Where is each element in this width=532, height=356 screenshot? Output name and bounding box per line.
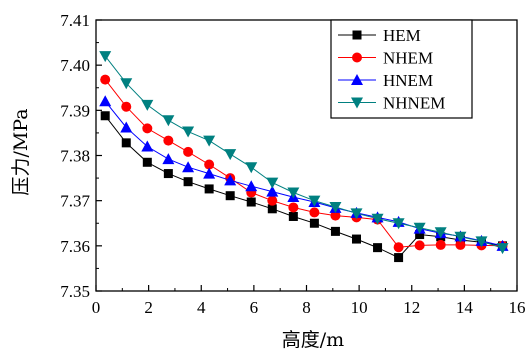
x-tick-label: 10	[351, 298, 368, 317]
data-point-nhnem	[141, 99, 154, 111]
series-layer	[99, 51, 509, 263]
data-point-nhnem	[413, 222, 426, 234]
data-point-hem	[204, 184, 214, 194]
data-point-nhem	[393, 242, 404, 253]
legend-label: HEM	[383, 26, 421, 45]
data-point-nhnem	[308, 195, 321, 207]
data-point-hnem	[162, 153, 175, 165]
series-nhem	[100, 74, 508, 253]
y-tick-label: 7.35	[60, 282, 90, 301]
data-point-hem	[163, 169, 173, 179]
legend-item-nhnem: NHNEM	[338, 94, 445, 113]
data-point-hem	[309, 218, 319, 228]
legend-item-nhem: NHEM	[338, 49, 433, 68]
y-tick-label: 7.39	[60, 101, 90, 120]
legend-swatch-marker	[352, 52, 362, 63]
data-point-nhnem	[496, 243, 509, 255]
x-tick-label: 6	[250, 298, 259, 317]
data-point-hem	[351, 234, 361, 244]
data-point-nhnem	[162, 115, 175, 127]
y-tick-label: 7.36	[60, 237, 90, 256]
legend-label: NHEM	[383, 49, 433, 68]
data-point-hem	[267, 204, 277, 214]
data-point-nhnem	[392, 218, 405, 230]
x-tick-label: 12	[403, 298, 420, 317]
x-tick-label: 2	[144, 298, 153, 317]
data-point-nhnem	[454, 231, 467, 243]
data-point-nhem	[414, 240, 425, 251]
x-tick-label: 16	[509, 298, 526, 317]
legend: HEM NHEM HNEM NHNEM	[330, 19, 473, 119]
data-point-nhem	[330, 210, 341, 221]
legend-swatch-marker	[351, 74, 363, 85]
data-point-nhnem	[245, 162, 258, 174]
data-point-nhnem	[371, 213, 384, 225]
data-point-hnem	[203, 167, 216, 179]
data-point-hem	[288, 211, 298, 221]
data-point-nhnem	[287, 187, 300, 199]
legend-label: NHNEM	[383, 94, 445, 113]
data-point-nhnem	[203, 135, 216, 147]
x-tick-label: 8	[302, 298, 311, 317]
data-point-hem	[142, 157, 152, 167]
data-point-nhem	[100, 74, 111, 85]
y-tick-label: 7.37	[60, 192, 90, 211]
y-tick-label: 7.40	[60, 56, 90, 75]
data-point-hem	[415, 230, 425, 240]
series-hem	[100, 111, 508, 263]
data-point-hem	[394, 253, 404, 263]
data-point-nhnem	[329, 201, 342, 213]
data-point-nhem	[204, 159, 215, 170]
series-hnem	[99, 95, 509, 251]
data-point-nhem	[267, 195, 278, 206]
legend-item-hem: HEM	[338, 26, 421, 45]
y-axis: 7.35 7.36 7.37 7.38 7.39 7.40 7.41	[60, 11, 102, 301]
data-point-nhem	[183, 146, 194, 157]
legend-item-hnem: HNEM	[338, 71, 433, 90]
data-point-hem	[183, 177, 193, 187]
data-point-nhem	[288, 202, 299, 213]
series-nhnem	[99, 51, 509, 255]
data-point-nhnem	[475, 236, 488, 248]
x-tick-label: 4	[197, 298, 206, 317]
data-point-nhnem	[266, 177, 279, 189]
data-point-hem	[121, 138, 131, 148]
data-point-hnem	[182, 161, 195, 173]
x-axis-title: 高度/m	[282, 329, 344, 351]
y-tick-label: 7.41	[60, 11, 90, 30]
data-point-hem	[246, 197, 256, 207]
data-point-nhnem	[182, 126, 195, 138]
data-point-hem	[225, 191, 235, 201]
data-point-nhnem	[120, 78, 133, 90]
y-axis-title: 压力/MPa	[10, 108, 32, 195]
data-point-hnem	[141, 140, 154, 152]
data-point-hem	[100, 111, 110, 121]
data-point-nhem	[309, 207, 320, 218]
data-point-nhem	[435, 239, 446, 250]
x-axis: 0 2 4 6 8 10 12 14 16	[92, 285, 526, 317]
x-tick-label: 0	[92, 298, 101, 317]
data-point-hnem	[245, 180, 258, 192]
data-point-hnem	[120, 121, 133, 133]
data-point-hnem	[99, 95, 112, 107]
data-point-hnem	[224, 174, 237, 186]
data-point-hem	[330, 226, 340, 236]
data-point-nhem	[455, 239, 466, 250]
data-point-nhem	[142, 123, 153, 134]
data-point-hem	[373, 243, 383, 253]
data-point-nhnem	[350, 208, 363, 220]
legend-swatch-marker	[352, 30, 362, 40]
x-tick-label: 14	[456, 298, 474, 317]
legend-swatch-marker	[351, 97, 363, 109]
legend-label: HNEM	[383, 71, 433, 90]
data-point-nhnem	[224, 149, 237, 161]
data-point-nhnem	[99, 51, 112, 63]
data-point-nhem	[121, 101, 132, 112]
data-point-nhem	[163, 135, 174, 146]
data-point-hnem	[266, 185, 279, 197]
y-tick-label: 7.38	[60, 147, 90, 166]
data-point-nhnem	[434, 227, 447, 239]
